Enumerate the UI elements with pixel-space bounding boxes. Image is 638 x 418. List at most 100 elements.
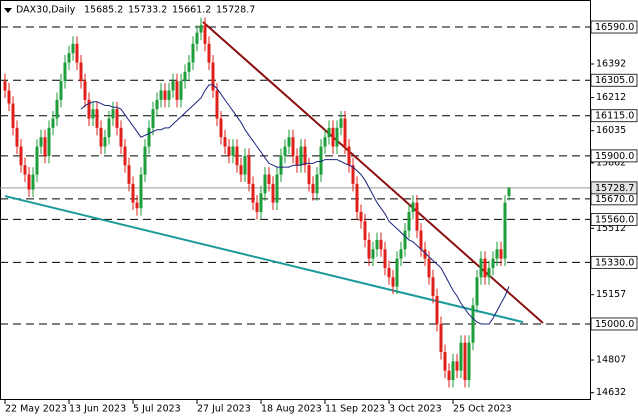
y-tick-label: 14807 — [596, 355, 626, 366]
candle-body — [375, 239, 379, 250]
x-tick-label: 22 May 2023 — [5, 404, 67, 415]
price-label-box — [590, 181, 638, 195]
candle-body — [219, 118, 223, 138]
chart-title: DAX30,Daily — [16, 5, 76, 16]
candle-body — [155, 99, 159, 110]
y-tick-label: 14632 — [596, 387, 626, 398]
candle-body — [447, 370, 451, 381]
candle-body — [507, 187, 511, 197]
candle-body — [71, 43, 75, 54]
candle-body — [383, 249, 387, 268]
candle-body — [411, 202, 415, 212]
candle-body — [199, 25, 203, 33]
candle-body — [435, 295, 439, 324]
candle-body — [119, 127, 123, 147]
candle-body — [235, 146, 239, 166]
candle-body — [187, 62, 191, 72]
candle-body — [371, 249, 375, 259]
candle-body — [131, 183, 135, 203]
candle-body — [431, 277, 435, 296]
candle-body — [11, 103, 15, 128]
candle-body — [471, 305, 475, 343]
price-label: 16305.0 — [595, 75, 634, 86]
candle-body — [455, 361, 459, 371]
candle-body — [75, 43, 79, 63]
candle-body — [327, 127, 331, 138]
candle-body — [95, 109, 99, 128]
candle-body — [7, 90, 11, 104]
y-tick-label: 16035 — [596, 125, 626, 136]
candle-body — [427, 258, 431, 278]
candle-body — [107, 118, 111, 138]
price-label-box — [590, 20, 638, 34]
candle-body — [439, 323, 443, 352]
candle-body — [63, 62, 67, 82]
candle-body — [295, 155, 299, 166]
candle-body — [399, 249, 403, 259]
candle-body — [87, 99, 91, 119]
candle-body — [495, 249, 499, 259]
candle-body — [167, 90, 171, 100]
candle-body — [303, 146, 307, 166]
candle-body — [163, 90, 167, 100]
x-tick-label: 3 Oct 2023 — [389, 404, 442, 415]
candle-body — [279, 155, 283, 175]
candle-body — [183, 71, 187, 82]
price-label-box — [590, 212, 638, 226]
candle-body — [407, 211, 411, 231]
candle-body — [355, 183, 359, 212]
x-tick-label: 18 Aug 2023 — [261, 404, 322, 415]
candle-body — [467, 342, 471, 381]
candle-body — [299, 146, 303, 166]
y-tick-label: 16392 — [596, 58, 626, 69]
y-tick-label: 15862 — [596, 157, 626, 168]
candle-body — [331, 127, 335, 147]
candle-body — [195, 32, 199, 44]
candle-body — [31, 174, 35, 190]
candle-body — [343, 118, 347, 147]
candle-body — [19, 146, 23, 166]
candle-body — [171, 81, 175, 91]
menu-triangle — [4, 8, 12, 13]
y-tick-label: 15157 — [596, 289, 626, 300]
candle-body — [335, 127, 339, 147]
candle-body — [443, 351, 447, 371]
candle-body — [99, 127, 103, 147]
candle-body — [231, 146, 235, 156]
price-label: 16590.0 — [595, 22, 634, 33]
candle-body — [379, 239, 383, 250]
candle-body — [27, 174, 31, 190]
candle-body — [127, 165, 131, 184]
y-tick-label: 15512 — [596, 223, 626, 234]
candle-body — [211, 62, 215, 91]
header-value: 15728.7 — [216, 5, 255, 16]
candle-body — [387, 267, 391, 278]
candle-body — [151, 109, 155, 128]
y-tick-label: 16212 — [596, 92, 626, 103]
candle-body — [103, 137, 107, 147]
candle-body — [259, 193, 263, 212]
candle-body — [79, 62, 83, 82]
candle-body — [271, 183, 275, 203]
candle-body — [43, 137, 47, 156]
candle-body — [175, 81, 179, 100]
candle-body — [391, 277, 395, 287]
price-label: 15670.0 — [595, 194, 634, 205]
candle-body — [283, 146, 287, 156]
price-label: 16115.0 — [595, 111, 634, 122]
price-label: 15000.0 — [595, 319, 634, 330]
candle-body — [347, 146, 351, 166]
candle-body — [491, 258, 495, 268]
candle-body — [423, 249, 427, 259]
candle-body — [275, 174, 279, 203]
candle-body — [339, 118, 343, 128]
candle-body — [367, 239, 371, 259]
x-tick-label: 11 Sep 2023 — [325, 404, 385, 415]
candle-body — [191, 43, 195, 63]
candle-body — [59, 81, 63, 100]
candle-body — [47, 127, 51, 156]
candle-body — [267, 174, 271, 184]
candle-body — [67, 53, 71, 63]
candle-body — [419, 230, 423, 250]
